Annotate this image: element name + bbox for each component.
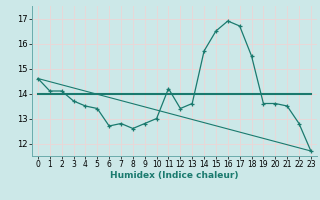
X-axis label: Humidex (Indice chaleur): Humidex (Indice chaleur) [110, 171, 239, 180]
